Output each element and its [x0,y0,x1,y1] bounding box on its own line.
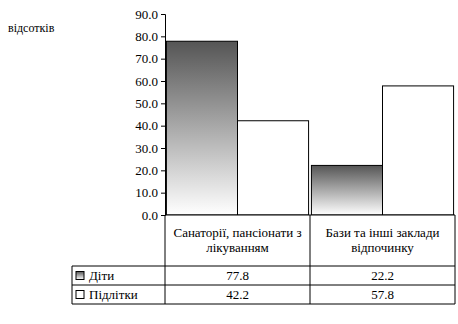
y-tick-label: 60.0 [135,74,158,89]
data-label: 77.8 [226,268,249,283]
y-tick: 90.0 [135,7,165,22]
data-label: 42.2 [226,287,249,302]
legend-swatch [76,291,84,299]
legend-label: Підлітки [89,287,138,302]
y-tick-label: 30.0 [135,141,158,156]
y-tick-mark [161,170,165,171]
y-tick-mark [161,81,165,82]
bar [238,121,309,215]
y-tick-mark [161,215,165,216]
bars [166,41,453,215]
y-tick-label: 70.0 [135,51,158,66]
y-tick: 0.0 [142,208,165,223]
data-table: Санаторії, пансіонати злікуванням Бази та… [72,215,455,304]
category-label: Санаторії, пансіонати злікуванням [173,225,301,255]
y-tick: 80.0 [135,29,165,44]
table-line [310,215,311,304]
bar [383,86,454,215]
data-label: 57.8 [371,287,394,302]
y-tick-label: 80.0 [135,29,158,44]
y-tick-label: 50.0 [135,96,158,111]
bar [311,165,382,215]
y-tick-label: 0.0 [142,208,158,223]
y-tick: 50.0 [135,96,165,111]
legend-label: Діти [89,268,114,283]
y-tick: 30.0 [135,141,165,156]
category-label: Бази та інші закладивідпочинку [326,225,440,255]
table-line [72,266,455,267]
y-tick: 20.0 [135,163,165,178]
y-axis-title: відсотків [8,21,55,35]
y-tick: 70.0 [135,51,165,66]
y-tick-mark [161,148,165,149]
y-tick-mark [161,14,165,15]
y-tick-mark [161,59,165,60]
y-tick-mark [161,36,165,37]
y-axis: 0.0 10.0 20.0 30.0 40.0 50.0 60.0 70.0 80.0 90.0 [135,7,165,223]
table-line [72,285,455,286]
data-label: 22.2 [371,268,394,283]
y-axis-line [161,15,166,216]
table-line [72,304,455,305]
y-tick-mark [161,126,165,127]
legend-swatch [76,272,84,280]
table-line [165,215,166,304]
y-tick: 40.0 [135,118,165,133]
y-tick-label: 20.0 [135,163,158,178]
y-tick: 60.0 [135,74,165,89]
y-tick-label: 90.0 [135,7,158,22]
y-tick: 10.0 [135,185,165,200]
y-tick-mark [161,103,165,104]
table-line [455,215,456,304]
y-tick-mark [161,193,165,194]
y-tick-label: 10.0 [135,185,158,200]
bar [166,41,237,215]
y-tick-label: 40.0 [135,118,158,133]
chart: 0.0 10.0 20.0 30.0 40.0 50.0 60.0 70.0 80.0 90.0 в… [0,0,458,324]
